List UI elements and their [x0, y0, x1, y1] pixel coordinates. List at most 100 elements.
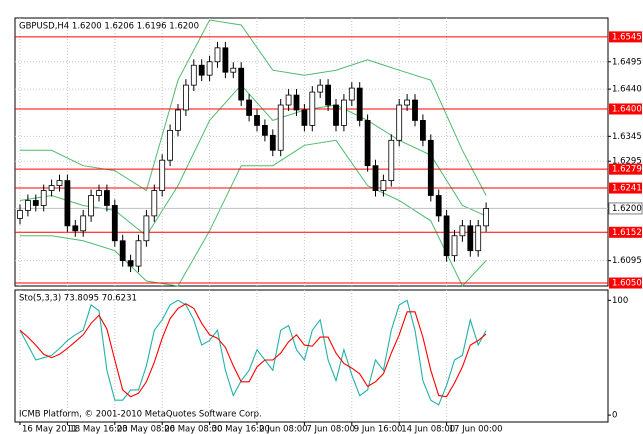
- candle-body: [159, 159, 166, 191]
- x-tick-label: 14 Jun 08:00: [401, 425, 455, 434]
- candle-body: [419, 120, 426, 141]
- candle-body: [435, 195, 442, 217]
- candle-body: [143, 215, 150, 242]
- candle-body: [72, 225, 79, 232]
- candle-body: [24, 200, 31, 211]
- x-tick-label: 16 May 2011: [22, 425, 77, 434]
- current-price-box: [608, 202, 643, 215]
- candle-body: [380, 180, 387, 191]
- candle-body: [167, 129, 174, 161]
- level-label: 1.6279: [612, 165, 642, 175]
- candle-body: [388, 139, 395, 181]
- y-tick-label: 1.6095: [612, 256, 642, 266]
- candle-body: [64, 180, 71, 227]
- candle-body: [96, 190, 102, 196]
- candle-body: [459, 225, 466, 237]
- oscillator-line: [19, 299, 487, 406]
- candle-body: [285, 94, 292, 106]
- candle-body: [206, 61, 213, 76]
- x-tick-label: 7 Jun 08:00: [306, 425, 355, 434]
- candle-body: [396, 104, 403, 141]
- candle-body: [182, 84, 189, 111]
- candle-body: [372, 165, 379, 191]
- candle-body: [261, 124, 268, 136]
- x-tick-label: 17 Jun 00:00: [449, 425, 503, 434]
- y-tick-label: 1.6295: [612, 157, 642, 167]
- level-label-box: [609, 31, 642, 43]
- candle-body: [333, 104, 339, 126]
- band-line: [20, 19, 487, 196]
- candle-body: [17, 210, 23, 219]
- level-label: 1.6545: [612, 32, 642, 42]
- x-tick-label: 2 Jun 08:00: [259, 425, 308, 434]
- candle-body: [48, 185, 55, 191]
- candle-body: [364, 120, 371, 167]
- band-line: [20, 139, 487, 287]
- candle-body: [467, 225, 474, 252]
- candle-body: [443, 215, 450, 257]
- candle-body: [356, 87, 363, 121]
- candle-body: [238, 67, 245, 101]
- candle-body: [214, 47, 221, 63]
- candle-body: [88, 195, 94, 217]
- oscillator-panel: [14, 289, 609, 423]
- candle-body: [127, 260, 134, 267]
- candle-body: [475, 225, 482, 252]
- level-label: 1.6400: [612, 104, 642, 114]
- level-label: 1.6152: [612, 228, 642, 238]
- candle-body: [317, 84, 324, 93]
- candle-body: [340, 99, 347, 126]
- candle-body: [325, 84, 332, 106]
- current-price-label: 1.6200: [612, 204, 642, 214]
- candle-body: [427, 139, 434, 196]
- price-panel: [14, 17, 609, 287]
- y-tick-label: 1.6345: [612, 132, 642, 142]
- candle-body: [254, 115, 260, 126]
- candle-body: [309, 91, 316, 126]
- y-tick-label: 1.6440: [612, 85, 642, 95]
- candle-body: [222, 47, 229, 73]
- oscillator-title: Sto(5,3,3) 73.8095 70.6231: [19, 294, 137, 304]
- candle-body: [483, 208, 490, 227]
- x-tick-label: 26 May 08:00: [164, 425, 222, 434]
- y-tick-label: 0: [612, 411, 617, 421]
- footer: ICMB Platform, © 2001-2010 MetaQuotes So…: [19, 410, 262, 420]
- candle-body: [32, 200, 39, 206]
- candle-body: [198, 64, 205, 76]
- level-label-box: [609, 163, 642, 175]
- candle-body: [111, 205, 118, 242]
- x-tick-label: 9 Jun 16:00: [354, 425, 403, 434]
- x-tick-label: 23 May 08:00: [117, 425, 175, 434]
- candle-body: [404, 99, 411, 106]
- x-tick-label: 18 May 16:00: [69, 425, 127, 434]
- candle-body: [40, 190, 47, 206]
- candle-body: [451, 235, 458, 257]
- candle-body: [119, 240, 126, 262]
- chart-title: GBPUSD,H4 1.6200 1.6206 1.6196 1.6200: [19, 22, 199, 32]
- candle-body: [104, 190, 110, 206]
- candle-body: [293, 94, 300, 111]
- candle-body: [151, 190, 158, 217]
- y-tick-label: 100: [612, 296, 628, 306]
- level-label-box: [609, 226, 642, 238]
- candle-body: [277, 104, 284, 151]
- candle-body: [56, 180, 63, 186]
- x-tick-label: 30 May 16:00: [212, 425, 270, 434]
- candle-body: [175, 109, 181, 131]
- candle-body: [190, 64, 197, 86]
- candle-body: [412, 99, 418, 121]
- candle-body: [135, 240, 142, 267]
- level-label: 1.6241: [612, 184, 642, 194]
- level-label-box: [609, 103, 642, 115]
- candle-body: [269, 134, 276, 151]
- candle-body: [301, 109, 308, 126]
- candle-body: [348, 87, 355, 101]
- candle-body: [80, 215, 87, 232]
- candle-body: [230, 67, 237, 73]
- level-label-box: [609, 277, 642, 289]
- candle-body: [246, 99, 253, 116]
- oscillator-line: [19, 303, 487, 398]
